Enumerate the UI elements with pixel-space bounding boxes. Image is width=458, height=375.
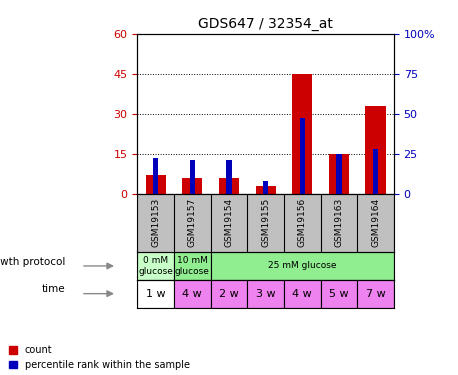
Bar: [146, 175, 166, 194]
Bar: [226, 160, 232, 194]
Bar: [211, 252, 394, 280]
Text: GSM19163: GSM19163: [334, 198, 344, 248]
Text: 4 w: 4 w: [182, 289, 202, 298]
Text: GSM19156: GSM19156: [298, 198, 307, 248]
Text: 2 w: 2 w: [219, 289, 239, 298]
Text: 7 w: 7 w: [365, 289, 386, 298]
Text: 3 w: 3 w: [256, 289, 275, 298]
Legend: count, percentile rank within the sample: count, percentile rank within the sample: [10, 345, 190, 370]
Bar: [300, 118, 305, 194]
Bar: [153, 158, 158, 194]
Bar: [284, 280, 321, 308]
Bar: [373, 149, 378, 194]
Title: GDS647 / 32354_at: GDS647 / 32354_at: [198, 17, 333, 32]
Text: growth protocol: growth protocol: [0, 257, 65, 267]
Bar: [263, 181, 268, 194]
Bar: [247, 280, 284, 308]
Bar: [190, 160, 195, 194]
Bar: [219, 177, 239, 194]
Text: GSM19164: GSM19164: [371, 198, 380, 248]
Text: 4 w: 4 w: [292, 289, 312, 298]
Text: 25 mM glucose: 25 mM glucose: [268, 261, 337, 270]
Text: 0 mM
glucose: 0 mM glucose: [138, 256, 173, 276]
Text: time: time: [42, 285, 65, 294]
Bar: [174, 252, 211, 280]
Bar: [174, 280, 211, 308]
Bar: [137, 280, 174, 308]
Text: GSM19153: GSM19153: [151, 198, 160, 248]
Bar: [329, 154, 349, 194]
Bar: [211, 280, 247, 308]
Bar: [182, 177, 202, 194]
Text: GSM19155: GSM19155: [261, 198, 270, 248]
Text: 1 w: 1 w: [146, 289, 165, 298]
Bar: [256, 186, 276, 194]
Text: 10 mM
glucose: 10 mM glucose: [175, 256, 210, 276]
Bar: [365, 106, 386, 194]
Text: GSM19157: GSM19157: [188, 198, 197, 248]
Bar: [357, 280, 394, 308]
Text: 5 w: 5 w: [329, 289, 349, 298]
Bar: [137, 252, 174, 280]
Text: GSM19154: GSM19154: [224, 198, 234, 248]
Bar: [321, 280, 357, 308]
Bar: [336, 154, 342, 194]
Bar: [292, 74, 312, 194]
